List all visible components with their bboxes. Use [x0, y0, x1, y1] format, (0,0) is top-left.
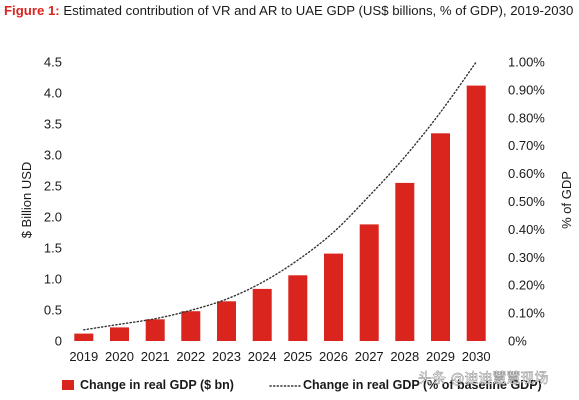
- pct-gdp-dotted-line: [83, 61, 477, 331]
- y-left-tick: 2.5: [44, 179, 62, 194]
- bar-2029: [431, 133, 450, 341]
- x-tick-2029: 2029: [426, 349, 455, 364]
- x-tick-2027: 2027: [355, 349, 384, 364]
- x-tick-2026: 2026: [319, 349, 348, 364]
- y-right-tick: 0.30%: [508, 250, 545, 265]
- y-left-tick-labels: 0 0.5 1.0 1.5 2.0 2.5 3.0 3.5 4.0 4.5: [44, 55, 62, 349]
- bar-2019: [74, 333, 94, 341]
- y-left-tick: 3.0: [44, 148, 62, 163]
- x-tick-2020: 2020: [105, 349, 134, 364]
- y-right-tick: 0.10%: [508, 306, 545, 321]
- y-left-tick: 1.5: [44, 241, 62, 256]
- bar-2023: [217, 301, 236, 341]
- x-tick-labels: 2019 2020 2021 2022 2023 2024 2025 2026 2027 2028…: [69, 349, 490, 364]
- legend-line-label: Change in real GDP (% of baseline GDP): [303, 378, 542, 392]
- bar-2025: [288, 275, 308, 341]
- y-left-tick: 2.0: [44, 210, 62, 225]
- y-right-tick: 0%: [508, 334, 527, 349]
- x-tick-2021: 2021: [141, 349, 170, 364]
- x-tick-2023: 2023: [212, 349, 241, 364]
- bar-2026: [324, 253, 343, 341]
- x-tick-2028: 2028: [390, 349, 419, 364]
- y-right-tick-labels: 0% 0.10% 0.20% 0.30% 0.40% 0.50% 0.60% 0.70% 0.8…: [508, 55, 545, 349]
- y-right-tick: 0.50%: [508, 194, 545, 209]
- bar-2021: [145, 319, 165, 341]
- x-tick-2022: 2022: [176, 349, 205, 364]
- bar-2024: [252, 288, 272, 341]
- y-left-tick: 3.5: [44, 117, 62, 132]
- x-tick-2024: 2024: [248, 349, 277, 364]
- y-left-axis-label: $ Billion USD: [19, 162, 34, 239]
- x-tick-2025: 2025: [283, 349, 312, 364]
- y-right-axis-label: % of GDP: [559, 171, 574, 229]
- legend-bar-swatch: [62, 380, 74, 390]
- x-tick-2030: 2030: [462, 349, 491, 364]
- y-right-tick: 0.90%: [508, 82, 545, 97]
- bars-group: [74, 85, 486, 341]
- figure-title-text: Estimated contribution of VR and AR to U…: [63, 3, 574, 18]
- legend-bar-label: Change in real GDP ($ bn): [80, 378, 234, 392]
- watermark: 头条 @迪迪慧慧现场: [418, 370, 548, 387]
- y-left-tick: 1.0: [44, 272, 62, 287]
- y-left-tick: 0: [55, 334, 62, 349]
- y-left-tick: 4.0: [44, 86, 62, 101]
- y-left-tick: 0.5: [44, 303, 62, 318]
- y-right-tick: 0.80%: [508, 110, 545, 125]
- bar-2027: [359, 224, 379, 341]
- legend: Change in real GDP ($ bn) Change in real…: [62, 378, 542, 392]
- x-tick-2019: 2019: [69, 349, 98, 364]
- y-left-tick: 4.5: [44, 55, 62, 70]
- bar-2022: [181, 311, 201, 341]
- figure-prefix: Figure 1:: [4, 3, 60, 18]
- y-right-tick: 0.20%: [508, 278, 545, 293]
- y-right-tick: 0.60%: [508, 166, 545, 181]
- chart-title: Figure 1: Estimated contribution of VR a…: [4, 3, 573, 18]
- y-right-tick: 1.00%: [508, 55, 545, 70]
- y-right-tick: 0.70%: [508, 138, 545, 153]
- bar-2028: [395, 182, 415, 341]
- y-right-tick: 0.40%: [508, 222, 545, 237]
- bar-2020: [110, 327, 129, 341]
- bar-2030: [466, 85, 486, 341]
